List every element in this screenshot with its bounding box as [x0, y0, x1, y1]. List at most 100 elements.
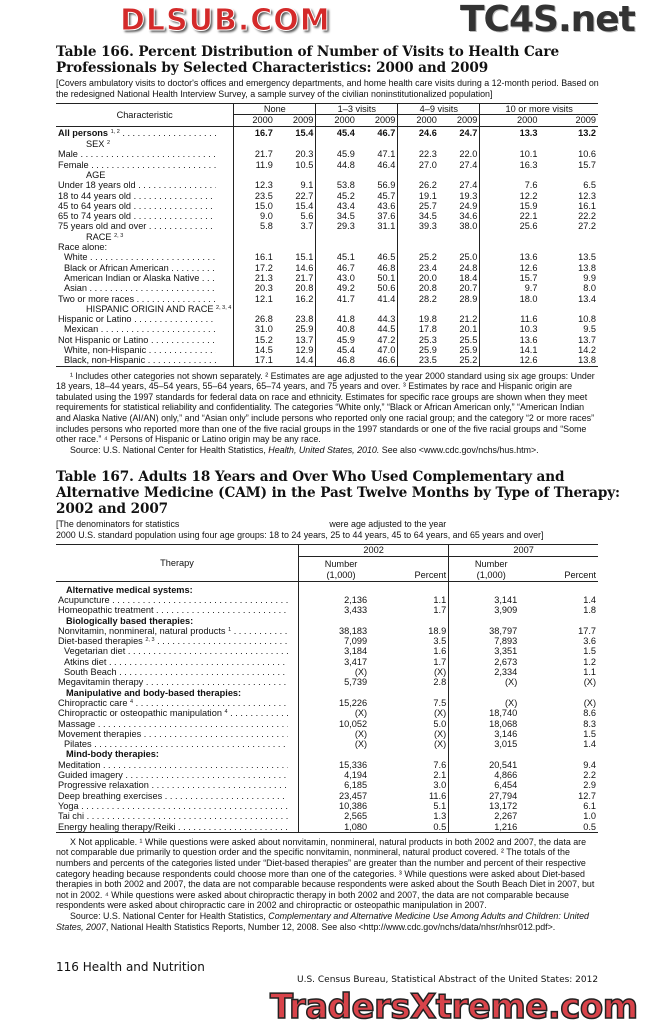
cell-value: 18.4 [438, 272, 481, 284]
table-row: Under 18 years old . . . . . . . . . . .… [56, 180, 598, 191]
empty-cell [533, 616, 598, 626]
watermark-logo-top: TC4S.net [460, 0, 636, 40]
dot-leader: . . . . . . . . . . . . . . . . . . . . … [145, 677, 288, 688]
cell-value: (X) [383, 728, 450, 740]
dot-leader: . . . . . . . . . . . . . . . . . . . . … [81, 800, 288, 811]
section-row: HISPANIC ORIGIN AND RACE 2, 3, 4 [56, 303, 598, 315]
value: 29.3 [336, 221, 355, 232]
cell-value: 8.0 [539, 283, 598, 293]
value: 25.9 [418, 345, 437, 356]
section-label: HISPANIC ORIGIN AND RACE 2, 3, 4 [56, 303, 235, 315]
cell-value: 21.7 [274, 272, 317, 284]
dot-leader: . . . . . . . . . . . . . . . . . . . . … [164, 790, 288, 801]
value: 6,185 [344, 780, 368, 791]
cell-value: (X) [449, 698, 534, 708]
row-label: Progressive relaxation . . . . . . . . .… [56, 780, 299, 791]
label-text: Mexican [64, 324, 99, 335]
row-label: 65 to 74 years old . . . . . . . . . . .… [56, 211, 235, 222]
cell-value: 20.3 [274, 149, 317, 160]
source-title: Complementary and Alternative Medicine U… [56, 910, 589, 932]
dot-leader: . . . . . . . . . . . . . . . . . . . . … [156, 605, 288, 616]
table-row: Homeopathic treatment . . . . . . . . . … [56, 605, 598, 616]
label-text: Megavitamin therapy [58, 677, 144, 688]
value: 46.8 [377, 262, 396, 273]
value: 43.0 [336, 272, 355, 283]
value: (X) [433, 739, 447, 750]
value: 13.8 [578, 262, 596, 273]
value: 20,541 [489, 759, 518, 770]
cell-value: 17.1 [234, 355, 275, 366]
row-label: Asian . . . . . . . . . . . . . . . . . … [56, 283, 235, 294]
value: 19.8 [418, 314, 437, 325]
cell-value [539, 242, 598, 252]
column-year-header: 2002 [298, 544, 450, 557]
cell-value: (X) [533, 698, 598, 708]
value: 3.7 [300, 221, 314, 232]
value: 5,739 [344, 677, 368, 688]
cell-value: 23.8 [274, 314, 317, 325]
value: 11.6 [520, 314, 538, 325]
cell-value: 12.6 [480, 263, 540, 273]
cell-value: 46.7 [356, 126, 399, 140]
value: 47.2 [377, 334, 396, 345]
cell-value: 9.0 [234, 211, 275, 221]
empty-cell [274, 139, 317, 150]
cell-value: 25.6 [480, 221, 540, 231]
table-166-title: Table 166. Percent Distribution of Numbe… [56, 44, 598, 76]
value: 13.3 [519, 127, 538, 138]
row-label: Race alone: [56, 242, 235, 253]
cell-value: 11.6 [480, 314, 540, 324]
row-label: Black or African American . . . . . . . … [56, 262, 235, 273]
cell-value: 3.6 [533, 636, 598, 646]
value: 20.8 [295, 283, 314, 294]
table-row: 65 to 74 years old . . . . . . . . . . .… [56, 211, 598, 222]
table-166: Characteristic None 1–3 visits 4–9 visits 10… [56, 103, 598, 367]
cell-value: 13.7 [274, 334, 317, 346]
table-166-footnotes: ¹ Includes other categories not shown se… [56, 371, 598, 456]
value: (X) [505, 697, 518, 708]
cell-value: 13.7 [539, 335, 598, 345]
cell-value: 13.2 [539, 126, 598, 139]
category-heading: Biologically based therapies: [56, 615, 299, 626]
cell-value: 34.5 [398, 211, 439, 221]
column-header-characteristic: Characteristic [56, 103, 235, 127]
empty-cell [234, 170, 275, 180]
value: 1.4 [583, 739, 596, 750]
value: 9.1 [300, 180, 314, 191]
cell-value: (X) [299, 739, 384, 749]
cell-value: 15.0 [234, 201, 275, 211]
cell-value [316, 242, 357, 252]
cell-value: 31.0 [234, 324, 275, 334]
value: 39.3 [418, 221, 437, 232]
empty-cell [316, 304, 357, 314]
value: 34.6 [459, 211, 478, 222]
cell-value: 1.6 [383, 646, 450, 657]
value: 11.9 [255, 159, 273, 170]
cell-value: 22.0 [438, 149, 481, 160]
cell-value: 22.3 [398, 149, 439, 159]
dot-leader: . . . . . . . . . . . . . . . . . . . . … [94, 739, 288, 750]
cell-value: (X) [449, 677, 534, 687]
row-label: Yoga . . . . . . . . . . . . . . . . . .… [56, 800, 299, 812]
row-label: White . . . . . . . . . . . . . . . . . … [56, 252, 235, 263]
source-note: Source: U.S. National Center for Health … [56, 445, 598, 456]
value: 25.7 [418, 200, 437, 211]
row-label: 75 years old and over . . . . . . . . . … [56, 221, 235, 232]
cell-value: 46.8 [356, 262, 399, 273]
value: 25.9 [459, 345, 478, 356]
category-heading-row: Mind-body therapies: [56, 749, 598, 760]
cell-value: 4,194 [299, 770, 384, 780]
value: 50.6 [377, 283, 396, 294]
row-label: Nonvitamin, nonmineral, natural products… [56, 625, 299, 637]
cell-value: 11.6 [383, 790, 450, 801]
value: 2,673 [494, 656, 518, 667]
category-heading-row: Biologically based therapies: [56, 615, 598, 626]
cell-value: (X) [383, 708, 450, 719]
value: 16.7 [254, 127, 273, 138]
table-row: Massage . . . . . . . . . . . . . . . . … [56, 718, 598, 729]
row-label: Movement therapies . . . . . . . . . . .… [56, 728, 299, 740]
value: 18.4 [459, 272, 478, 283]
value: 3.5 [433, 636, 447, 647]
dot-leader: . . . . . . . . . . . . . . . . . . . . … [148, 221, 216, 232]
cell-value: 20.8 [274, 283, 317, 294]
